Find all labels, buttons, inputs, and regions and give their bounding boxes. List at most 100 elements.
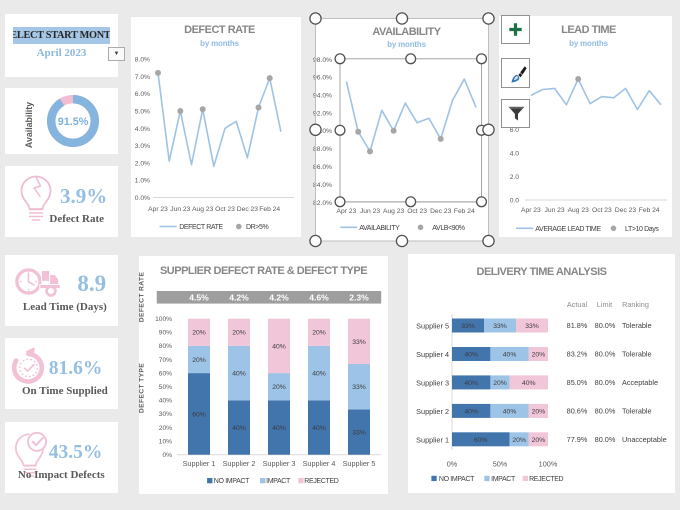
svg-text:50%: 50% (493, 460, 508, 469)
svg-text:Limit: Limit (597, 300, 612, 309)
svg-text:Tolerable: Tolerable (622, 321, 652, 330)
svg-text:IMPACT: IMPACT (266, 478, 291, 485)
svg-text:Supplier 2: Supplier 2 (223, 459, 256, 468)
svg-text:Supplier 5: Supplier 5 (343, 459, 376, 468)
svg-text:96.0%: 96.0% (313, 74, 332, 81)
svg-text:LT>10 Days: LT>10 Days (625, 226, 659, 233)
svg-text:AVERAGE LEAD TIME: AVERAGE LEAD TIME (535, 226, 601, 233)
svg-text:100%: 100% (539, 460, 558, 469)
svg-text:6.0: 6.0 (510, 127, 520, 134)
svg-text:10%: 10% (159, 438, 172, 445)
svg-text:40%: 40% (464, 380, 478, 387)
svg-text:Aug 23: Aug 23 (568, 207, 589, 214)
svg-text:40%: 40% (232, 371, 246, 378)
svg-text:33%: 33% (352, 384, 366, 391)
svg-text:AVAILABILITY: AVAILABILITY (359, 225, 400, 232)
svg-text:NO IMPACT: NO IMPACT (214, 478, 250, 485)
svg-text:92.0%: 92.0% (313, 110, 332, 117)
svg-text:Supplier 5: Supplier 5 (416, 322, 449, 331)
svg-text:Unacceptable: Unacceptable (622, 435, 667, 444)
svg-text:3.0%: 3.0% (135, 143, 150, 150)
svg-text:4.0: 4.0 (510, 150, 520, 157)
svg-text:81.8%: 81.8% (567, 321, 588, 330)
svg-text:40%: 40% (159, 398, 172, 405)
svg-text:Ranking: Ranking (622, 300, 649, 309)
svg-text:80.6%: 80.6% (567, 406, 588, 415)
svg-text:40%: 40% (522, 380, 536, 387)
svg-text:Supplier 1: Supplier 1 (183, 459, 216, 468)
svg-text:0%: 0% (447, 460, 458, 469)
svg-text:88.0%: 88.0% (313, 146, 332, 153)
svg-text:2.3%: 2.3% (349, 293, 369, 303)
svg-text:40%: 40% (272, 343, 286, 350)
svg-text:1.0%: 1.0% (135, 178, 150, 185)
svg-text:85.0%: 85.0% (567, 378, 588, 387)
svg-text:40%: 40% (312, 425, 326, 432)
svg-text:0%: 0% (162, 452, 172, 459)
svg-text:Feb 24: Feb 24 (259, 206, 280, 213)
svg-text:2.0%: 2.0% (135, 160, 150, 167)
svg-text:0.0: 0.0 (510, 197, 520, 204)
svg-text:4.2%: 4.2% (269, 293, 289, 303)
svg-text:20%: 20% (232, 330, 246, 337)
svg-text:Aug 23: Aug 23 (192, 206, 213, 213)
svg-text:20%: 20% (312, 330, 326, 337)
svg-text:REJECTED: REJECTED (529, 476, 563, 483)
svg-text:Feb 24: Feb 24 (639, 207, 660, 214)
svg-text:Supplier 3: Supplier 3 (416, 378, 449, 387)
svg-text:Supplier 4: Supplier 4 (416, 350, 449, 359)
svg-text:Oct 23: Oct 23 (592, 207, 612, 214)
svg-text:91.5%: 91.5% (58, 116, 89, 128)
svg-text:DEFECT RATE: DEFECT RATE (179, 224, 223, 231)
svg-text:80.0%: 80.0% (595, 350, 616, 359)
svg-text:Dec 23: Dec 23 (430, 208, 451, 215)
svg-text:33%: 33% (352, 429, 366, 436)
svg-text:4.5%: 4.5% (189, 293, 209, 303)
svg-text:100%: 100% (155, 316, 172, 323)
svg-text:20%: 20% (192, 357, 206, 364)
svg-text:5.0%: 5.0% (135, 109, 150, 116)
svg-text:60%: 60% (192, 411, 206, 418)
svg-text:Supplier 3: Supplier 3 (263, 459, 296, 468)
svg-text:40%: 40% (464, 352, 478, 359)
svg-text:40%: 40% (503, 352, 517, 359)
svg-text:Tolerable: Tolerable (622, 406, 652, 415)
svg-text:REJECTED: REJECTED (304, 478, 338, 485)
svg-text:33%: 33% (352, 339, 366, 346)
svg-text:30%: 30% (159, 411, 172, 418)
svg-text:80%: 80% (159, 343, 172, 350)
svg-text:80.0%: 80.0% (595, 378, 616, 387)
svg-text:2.0: 2.0 (510, 174, 520, 181)
svg-text:Supplier 2: Supplier 2 (416, 407, 449, 416)
svg-text:33%: 33% (461, 323, 475, 330)
svg-text:86.0%: 86.0% (313, 164, 332, 171)
svg-text:80.0%: 80.0% (595, 406, 616, 415)
svg-text:Jun 23: Jun 23 (170, 206, 190, 213)
svg-text:Feb 24: Feb 24 (453, 208, 474, 215)
svg-text:20%: 20% (512, 437, 526, 444)
svg-text:Acceptable: Acceptable (622, 378, 658, 387)
svg-text:40%: 40% (232, 425, 246, 432)
svg-text:Jun 23: Jun 23 (359, 208, 379, 215)
svg-text:60%: 60% (474, 437, 488, 444)
svg-text:20%: 20% (192, 330, 206, 337)
svg-text:NO IMPACT: NO IMPACT (439, 476, 475, 483)
svg-text:50%: 50% (159, 384, 172, 391)
svg-text:Supplier 4: Supplier 4 (303, 459, 336, 468)
svg-text:40%: 40% (272, 425, 286, 432)
svg-text:20%: 20% (532, 352, 546, 359)
svg-text:20%: 20% (532, 437, 546, 444)
svg-text:83.2%: 83.2% (567, 350, 588, 359)
svg-text:AVLB<90%: AVLB<90% (432, 225, 464, 232)
svg-text:DEFECT TYPE: DEFECT TYPE (139, 363, 146, 413)
svg-text:80.0%: 80.0% (595, 321, 616, 330)
svg-text:40%: 40% (312, 371, 326, 378)
svg-text:DEFECT RATE: DEFECT RATE (139, 272, 146, 323)
svg-text:Apr 23: Apr 23 (336, 208, 356, 215)
svg-text:4.6%: 4.6% (309, 293, 329, 303)
svg-text:Jun 23: Jun 23 (545, 207, 565, 214)
svg-text:40%: 40% (503, 408, 517, 415)
svg-text:20%: 20% (493, 380, 507, 387)
svg-text:98.0%: 98.0% (313, 56, 332, 63)
svg-text:Actual: Actual (567, 300, 588, 309)
